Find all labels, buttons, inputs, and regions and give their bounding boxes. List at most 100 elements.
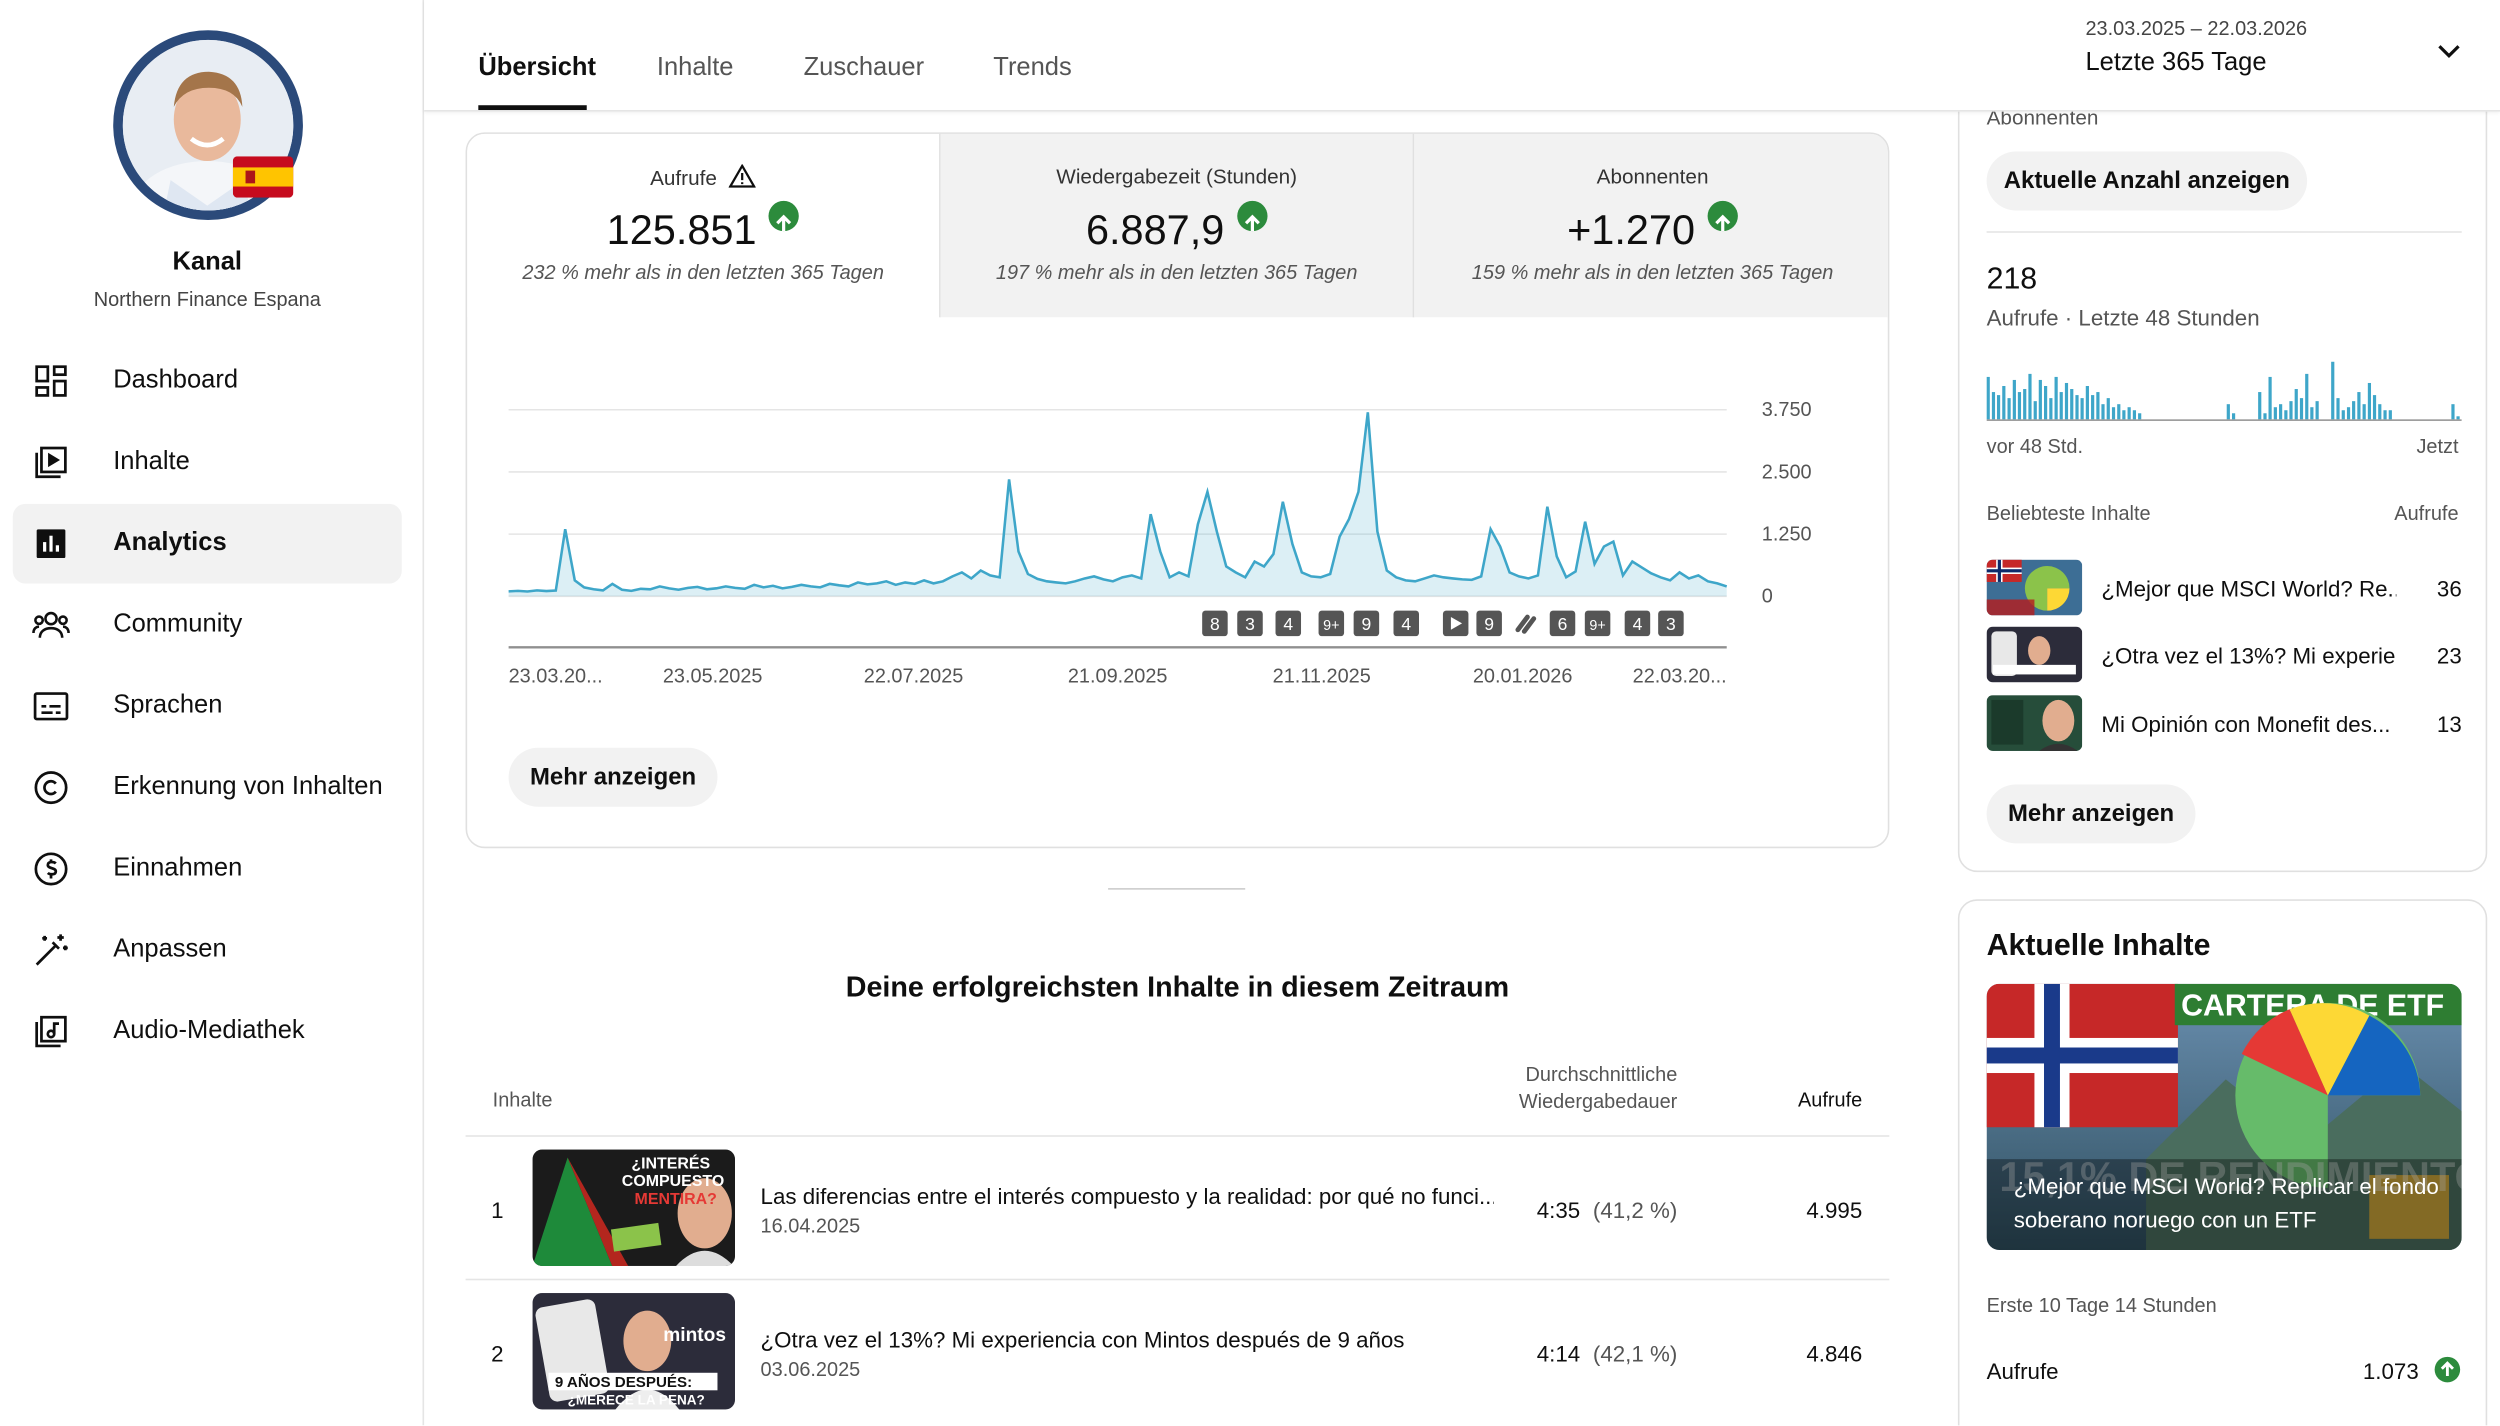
sidebar-item-dashboard[interactable]: Dashboard [13,341,402,421]
event-marker[interactable]: 9+ [1584,610,1611,637]
metric-note: 159 % mehr als in den letzten 365 Tagen [1471,261,1834,284]
video-title[interactable]: ¿Otra vez el 13%? Mi experiencia con Min… [760,1326,1405,1353]
realtime-more-button[interactable]: Mehr anzeigen [1986,784,2196,844]
svg-text:8: 8 [1210,614,1220,634]
sidebar-item-community[interactable]: Community [13,585,402,665]
video-thumbnail[interactable]: ¿INTERÉS COMPUESTO MENTIRA? [532,1149,736,1266]
views-chart[interactable]: 3.750 2.500 1.250 0 8 3 4 9+ 9 4 9 6 9+ 4 3 23.03.20.… [467,389,1889,772]
metric-views[interactable]: Aufrufe 125.851 232 % mehr als in den le… [467,133,941,318]
svg-text:9+: 9+ [1589,618,1605,634]
x-tick-label: 20.01.2026 [1473,665,1573,687]
tab-trends[interactable]: Trends [993,54,1072,82]
realtime-bar [2294,389,2298,420]
svg-text:9: 9 [1484,614,1494,634]
event-marker[interactable]: 3 [1237,610,1263,637]
realtime-card: Abonnenten Aktuelle Anzahl anzeigen 218 … [1957,79,2488,873]
metric-note: 232 % mehr als in den letzten 365 Tagen [522,261,884,284]
event-marker[interactable]: 4 [1393,610,1420,637]
thumb-text: MENTIRA? [635,1191,717,1208]
warning-icon[interactable] [728,163,757,188]
popular-item[interactable]: ¿Otra vez el 13%? Mi experie... 23 [1986,626,2462,684]
metric-value-text: +1.270 [1567,205,1696,254]
y-tick-label: 0 [1762,586,1773,608]
event-marker[interactable]: 9+ [1318,610,1345,637]
realtime-bar [2372,395,2377,420]
arrow-up-icon [1707,200,1739,232]
sidebar-item-analytics[interactable]: Analytics [12,503,402,584]
realtime-bar [2023,389,2027,420]
event-marker[interactable]: 3 [1658,610,1684,637]
tab-overview[interactable]: Übersicht [478,54,596,82]
event-marker[interactable] [1515,614,1537,634]
channel-avatar[interactable] [113,30,303,221]
sidebar-item-earnings[interactable]: Einnahmen [13,829,402,909]
thumb-text: ¿INTERÉS [631,1154,710,1173]
sidebar-item-content[interactable]: Inhalte [13,423,402,503]
popular-item[interactable]: Mi Opinión con Monefit des... 13 [1986,695,2462,752]
sidebar-item-content-detection[interactable]: Erkennung von Inhalten [13,748,402,828]
col-header-views[interactable]: Aufrufe [1797,1088,1863,1112]
sidebar-item-customize[interactable]: Anpassen [13,910,402,990]
date-range-label[interactable]: Letzte 365 Tage [2085,49,2267,77]
popular-thumbnail [1986,695,2083,751]
video-thumbnail[interactable]: mintos 9 AÑOS DESPUÉS: ¿MERECE LA PENA? [532,1293,736,1410]
sidebar-item-label: Erkennung von Inhalten [113,773,383,801]
realtime-bar [2336,398,2340,420]
row-rank: 1 [491,1197,504,1223]
show-count-button[interactable]: Aktuelle Anzahl anzeigen [1986,151,2308,211]
table-row[interactable]: 2 mintos 9 AÑOS DESPUÉS: ¿MERECE LA PENA… [465,1278,1890,1422]
metric-value-text: 6.887,9 [1085,205,1225,254]
event-marker[interactable]: 6 [1549,610,1576,637]
realtime-bar [2357,392,2361,420]
duration-percent: (41,2 %) [1592,1197,1678,1223]
top-bar: Übersicht Inhalte Zuschauer Trends 23.03… [424,0,2500,112]
metric-watch-time[interactable]: Wiedergabezeit (Stunden) 6.887,9 197 % m… [940,133,1415,318]
realtime-bar [2362,404,2366,420]
table-row[interactable]: 1 ¿INTERÉS COMPUESTO MENTIRA? Las difere… [465,1135,1890,1278]
realtime-bar [2070,389,2074,420]
date-range-dates[interactable]: 23.03.2025 – 22.03.2026 [2085,17,2308,40]
avg-duration: 4:14 (42,1 %) [1486,1341,1678,1367]
active-tab-indicator [478,105,587,111]
realtime-bar [2263,413,2267,420]
realtime-bar [2012,379,2016,420]
realtime-bar [2378,404,2382,420]
video-title[interactable]: Las diferencias entre el interés compues… [760,1183,1494,1209]
event-marker[interactable]: 9 [1353,610,1380,637]
realtime-bar [2289,401,2293,420]
metric-value: 125.851 [467,200,939,255]
popular-item[interactable]: ¿Mejor que MSCI World? Re... 36 [1986,559,2462,617]
realtime-bar [2117,404,2121,420]
sidebar-item-audio-library[interactable]: Audio-Mediathek [13,992,402,1072]
event-marker[interactable]: 4 [1624,610,1651,637]
realtime-bar [2451,404,2455,420]
col-header-content[interactable]: Inhalte [492,1088,553,1112]
sidebar-item-label: Audio-Mediathek [113,1017,305,1045]
realtime-bar [2299,398,2304,420]
tab-audience[interactable]: Zuschauer [803,54,925,82]
svg-text:6: 6 [1558,614,1568,634]
audio-library-icon [35,1015,67,1048]
event-marker[interactable] [1442,610,1469,637]
chevron-down-icon[interactable] [2433,35,2465,67]
event-marker[interactable]: 8 [1202,610,1228,637]
realtime-bar [2331,361,2335,420]
event-marker[interactable]: 4 [1275,610,1302,637]
subtitles-icon [33,692,69,721]
realtime-bar-chart[interactable] [1986,352,2462,424]
metric-subscribers[interactable]: Abonnenten +1.270 159 % mehr als in den … [1414,133,1888,318]
more-button[interactable]: Mehr anzeigen [508,747,718,807]
tab-content[interactable]: Inhalte [656,54,734,82]
x-tick-label: 23.03.20... [509,665,603,687]
realtime-bar [2367,382,2372,420]
col-header-avg-duration[interactable]: Durchschnittliche Wiedergabedauer [1435,1062,1677,1116]
realtime-bar [2231,413,2236,420]
realtime-bar [2049,398,2053,420]
event-marker[interactable]: 9 [1476,610,1502,637]
realtime-bar [2044,386,2048,420]
thumb-text: ¿MERECE LA PENA? [568,1393,705,1408]
latest-thumbnail[interactable]: CARTERA DE ETF 15,1% DE RENDIMIENTO ¿Mej… [1986,983,2462,1251]
thumb-text: mintos [663,1325,726,1346]
sidebar-item-languages[interactable]: Sprachen [13,666,402,746]
realtime-bar [2383,410,2387,420]
